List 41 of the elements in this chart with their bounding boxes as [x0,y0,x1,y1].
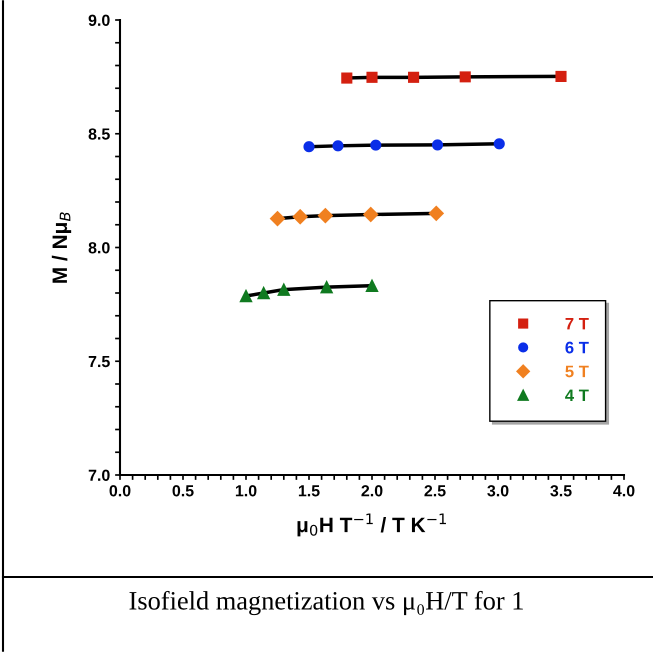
point [257,286,270,300]
y-tick-label: 9.0 [88,14,110,26]
point [366,279,378,292]
point [332,140,344,152]
point [278,283,290,296]
x-tick-label: 4.0 [613,485,634,496]
point [428,206,444,221]
y-tick-label: 8.5 [88,128,110,140]
y-axis-title: M / Nμ$_{B}$ [52,212,72,283]
y-tick-label: 8.0 [88,242,110,254]
point [292,209,308,224]
point [460,71,471,82]
point [555,70,567,82]
point [240,290,252,302]
point [370,140,382,151]
point [303,141,315,152]
legend-label: 5 T [565,366,589,378]
y-tick-label: 7.5 [88,356,110,368]
x-tick-label: 3.0 [487,485,508,496]
x-tick-label: 2.0 [361,485,382,496]
x-axis-title: μ$_{0}$H T$^{−1}$ / T K$^{−1}$ [298,514,446,536]
point [408,72,420,83]
x-tick-label: 3.5 [550,485,572,496]
x-tick-label: 1.0 [236,485,256,496]
x-tick-label: 0.5 [172,485,194,496]
point [341,72,352,84]
point [320,280,333,294]
point [270,211,286,226]
x-tick-label: 2.5 [424,485,446,496]
point [494,138,505,150]
legend-label: 6 T [565,342,589,354]
point [366,72,378,83]
point [432,139,444,150]
legend-label: 7 T [566,318,589,330]
x-tick-label: 0.0 [110,485,130,496]
text: Isofield magnetization vs μ₀H/T for 1 [130,590,523,616]
y-tick-label: 7.0 [88,470,110,481]
x-tick-label: 1.5 [298,485,320,496]
legend-label: 4 T [565,390,589,402]
point [363,206,378,222]
point [318,208,333,224]
